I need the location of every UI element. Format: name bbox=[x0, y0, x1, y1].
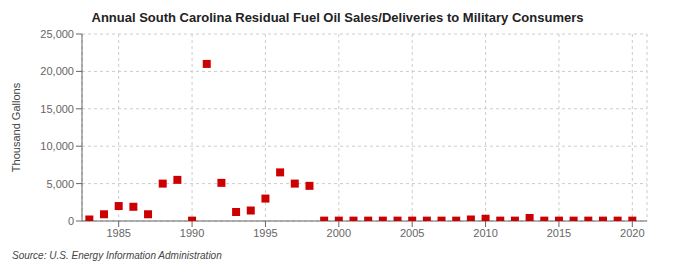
svg-text:25,000: 25,000 bbox=[40, 28, 74, 40]
svg-text:0: 0 bbox=[68, 215, 74, 227]
svg-text:2010: 2010 bbox=[473, 227, 497, 239]
svg-text:1995: 1995 bbox=[253, 227, 277, 239]
html-text:Source: U.S. Energy Informatio: Source: U.S. Energy Information Administ… bbox=[12, 250, 222, 261]
svg-text:Thousand Gallons: Thousand Gallons bbox=[10, 82, 22, 172]
svg-text:1985: 1985 bbox=[106, 227, 130, 239]
svg-text:2020: 2020 bbox=[620, 227, 644, 239]
svg-text:2015: 2015 bbox=[547, 227, 571, 239]
svg-text:2000: 2000 bbox=[327, 227, 351, 239]
svg-text:15,000: 15,000 bbox=[40, 103, 74, 115]
html-text:Annual South Carolina Residual: Annual South Carolina Residual Fuel Oil … bbox=[91, 10, 584, 25]
svg-text:2005: 2005 bbox=[400, 227, 424, 239]
svg-text:1990: 1990 bbox=[180, 227, 204, 239]
svg-text:10,000: 10,000 bbox=[40, 140, 74, 152]
svg-text:20,000: 20,000 bbox=[40, 65, 74, 77]
svg-text:5,000: 5,000 bbox=[46, 178, 74, 190]
